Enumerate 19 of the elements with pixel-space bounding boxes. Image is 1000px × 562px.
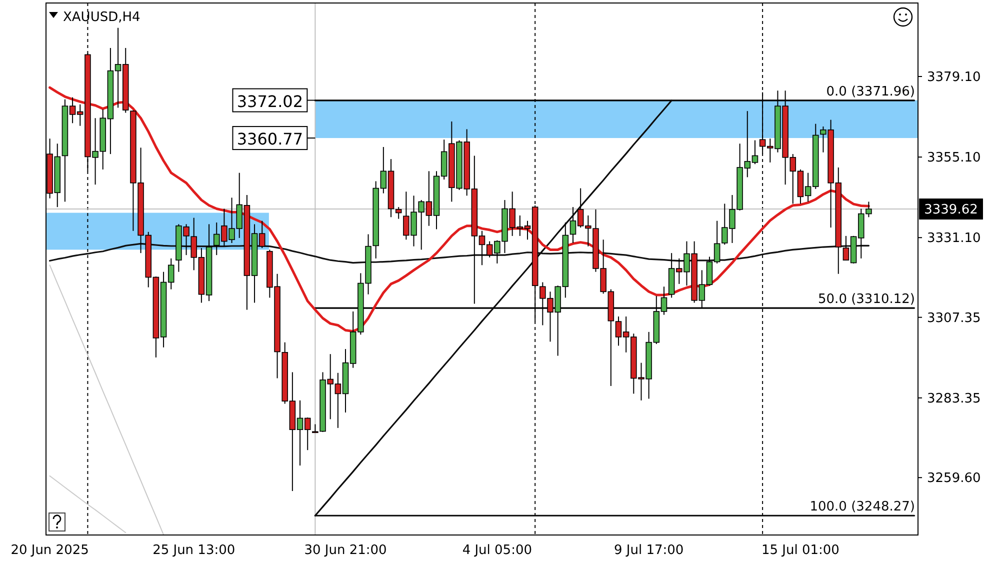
x-tick-label: 30 Jun 21:00 — [304, 543, 387, 558]
x-tick-label: 15 Jul 01:00 — [761, 543, 840, 558]
y-tick-label: 3259.60 — [927, 471, 981, 486]
x-tick-label: 4 Jul 05:00 — [462, 543, 532, 558]
ref-line-label: 3339.62 — [924, 202, 978, 218]
x-tick-label: 25 Jun 13:00 — [152, 543, 236, 558]
x-tick-label: 20 Jun 2025 — [10, 543, 89, 558]
annotation: 3360.77 — [236, 130, 304, 149]
series-label: 100.0 (3248.27) — [810, 500, 915, 515]
y-tick-label: 3307.35 — [927, 310, 981, 326]
y-tick-label: 3355.10 — [927, 150, 981, 166]
annotation: 3372.02 — [236, 92, 304, 111]
legend-label: 0.0 (3371.96) — [826, 84, 915, 100]
series-label: 50.0 (3310.12) — [818, 292, 915, 308]
x-tick-label: 9 Jul 17:00 — [614, 543, 684, 558]
y-tick-label: 3379.10 — [927, 70, 981, 86]
y-tick-label: 3331.10 — [927, 231, 981, 246]
y-tick-label: 3283.35 — [927, 391, 981, 406]
text: XAUUSD,H4 — [63, 10, 140, 25]
